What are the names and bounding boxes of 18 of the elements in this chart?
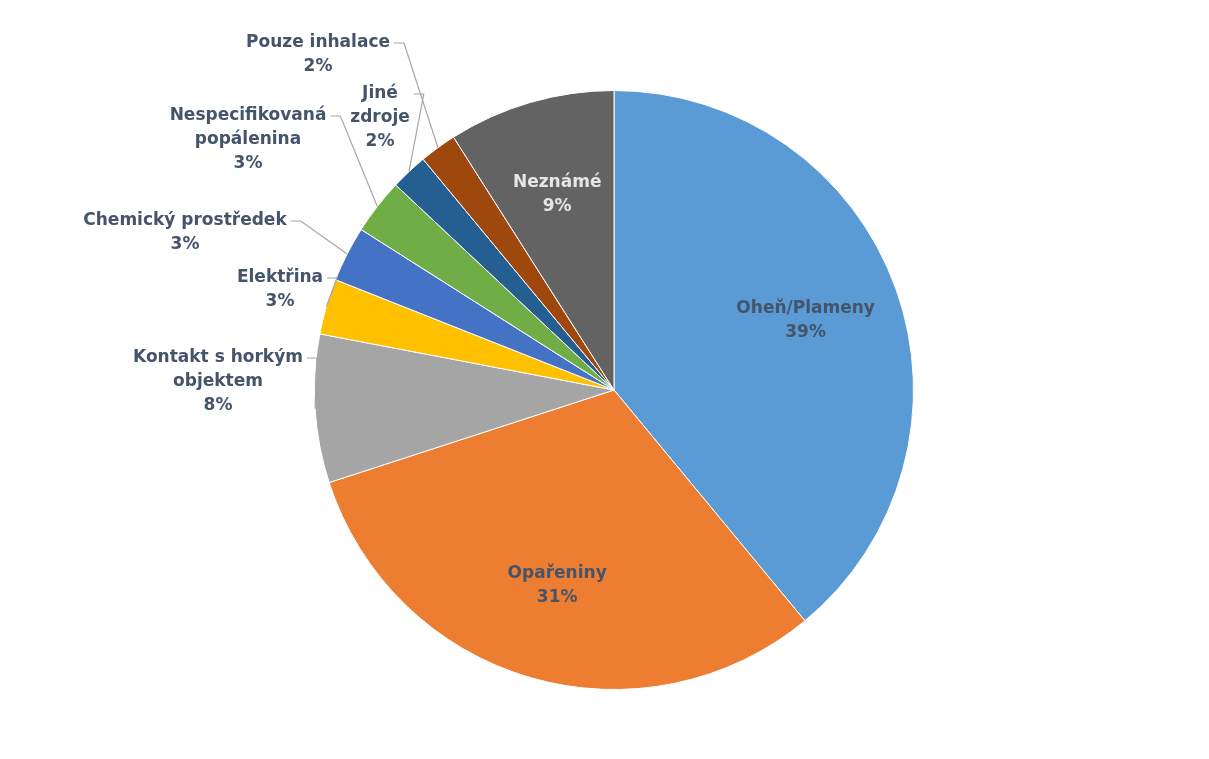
data-label: 9% <box>542 194 572 215</box>
slice-label: Nespecifikovaná popálenina <box>169 104 327 149</box>
data-label: 8% <box>203 394 233 415</box>
data-label: 31% <box>536 586 578 606</box>
slice-label: Neznámé <box>512 170 602 191</box>
slice-label: Oheň/Plameny <box>736 297 875 318</box>
slice-label: Pouze inhalace <box>246 31 390 52</box>
data-label: 3% <box>170 233 200 254</box>
slice-label: Opařeniny <box>507 562 607 582</box>
slice-label: Kontakt s horkým objektem <box>133 346 303 391</box>
data-label: 3% <box>233 152 263 173</box>
data-label: 2% <box>365 130 395 151</box>
data-label: 3% <box>265 290 295 311</box>
data-label: 2% <box>303 55 333 76</box>
slice-label: Jiné zdroje <box>350 82 410 127</box>
slice-label: Chemický prostředek <box>83 209 288 230</box>
data-label: 39% <box>785 321 826 342</box>
slice-label: Elektřina <box>236 266 324 287</box>
